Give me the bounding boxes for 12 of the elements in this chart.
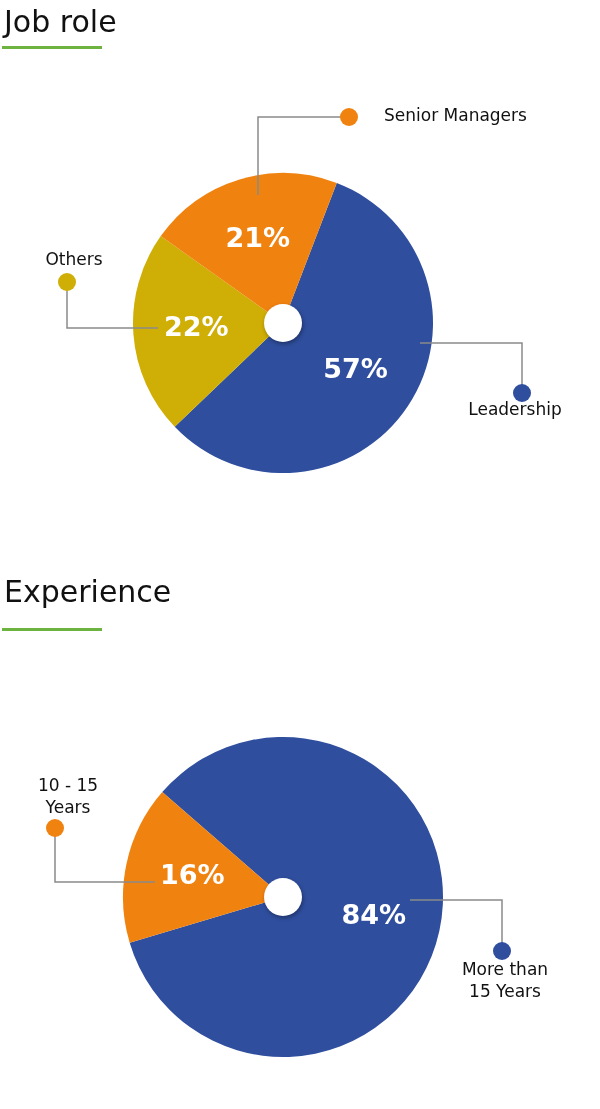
legend-label: Senior Managers (384, 105, 528, 126)
data-label: 57% (323, 353, 388, 385)
slice-label: 10 - 15 Years (37, 775, 99, 818)
data-label: 16% (159, 859, 225, 891)
legend-label: More than 15 Years (461, 959, 549, 1002)
data-label: 21% (225, 221, 291, 253)
data-label: 22% (163, 311, 229, 343)
slice-label: Leadership (468, 399, 562, 420)
chart-title: Job role (2, 3, 118, 41)
chart-title: Experience (3, 573, 173, 611)
data-label: 84% (341, 898, 407, 930)
slice-label: Others (45, 249, 103, 270)
